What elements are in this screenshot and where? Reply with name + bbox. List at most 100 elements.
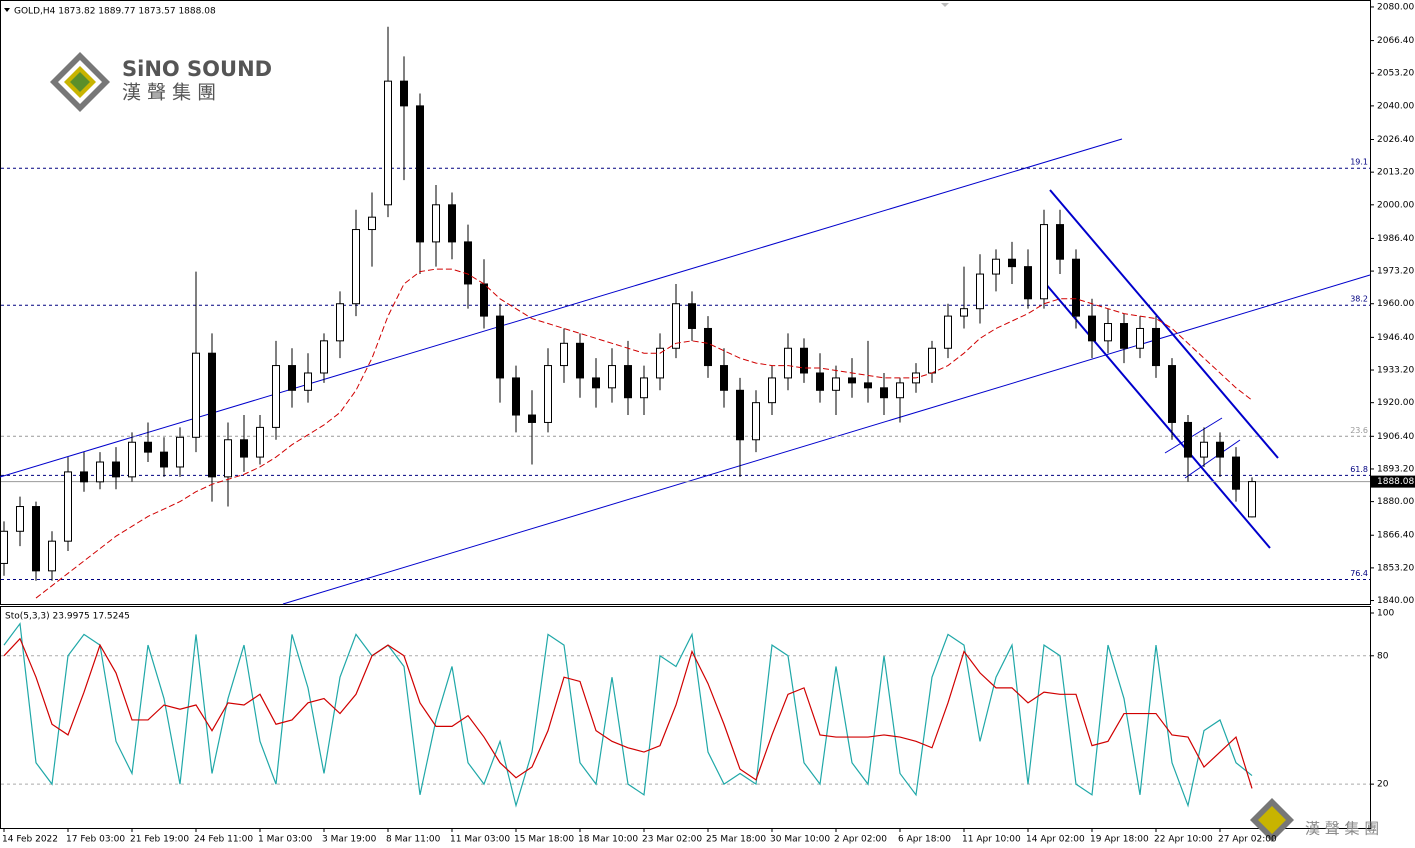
candle-body bbox=[624, 365, 632, 399]
trend-line bbox=[1044, 282, 1271, 549]
candle-body bbox=[848, 377, 856, 384]
moving-average bbox=[35, 268, 1253, 599]
candle-body bbox=[752, 402, 760, 441]
candle-body bbox=[1136, 327, 1144, 349]
candle-body bbox=[416, 105, 424, 243]
candle-body bbox=[928, 347, 936, 374]
candle-body bbox=[720, 365, 728, 391]
x-tick-label: 25 Mar 18:00 bbox=[706, 835, 766, 845]
candle-body bbox=[352, 229, 360, 305]
candle-body bbox=[288, 365, 296, 391]
x-tick-label: 6 Apr 18:00 bbox=[898, 835, 951, 845]
stochastic-line bbox=[3, 622, 1253, 808]
y-tick-label: 2000.00 bbox=[1377, 200, 1414, 210]
candle-body bbox=[640, 377, 648, 399]
candle-body bbox=[880, 387, 888, 399]
y-tick-label: 2026.40 bbox=[1377, 135, 1414, 145]
candle-body bbox=[1056, 224, 1064, 260]
y-tick-label: 1853.20 bbox=[1377, 563, 1414, 573]
level-label: 61.8 bbox=[1350, 465, 1368, 474]
candle-body bbox=[960, 308, 968, 317]
candle-body bbox=[32, 506, 40, 572]
candle-body bbox=[1152, 327, 1160, 367]
logo: SiNO SOUND 漢 聲 集 團 bbox=[50, 52, 272, 112]
candle-body bbox=[480, 283, 488, 317]
x-tick-label: 17 Feb 03:00 bbox=[66, 835, 125, 845]
candle-body bbox=[304, 372, 312, 391]
candle-body bbox=[560, 342, 568, 367]
x-tick-label: 24 Feb 11:00 bbox=[194, 835, 253, 845]
candle-body bbox=[768, 377, 776, 404]
main-frame bbox=[0, 0, 1371, 605]
candle-body bbox=[128, 441, 136, 478]
candle-body bbox=[512, 377, 520, 416]
y-tick-label: 2066.40 bbox=[1377, 36, 1414, 46]
candle-body bbox=[432, 204, 440, 243]
candle-body bbox=[1216, 441, 1224, 458]
candle-body bbox=[688, 303, 696, 329]
candle-body bbox=[240, 439, 248, 458]
candle-body bbox=[592, 377, 600, 389]
x-tick-label: 11 Apr 10:00 bbox=[962, 835, 1021, 845]
stoch-title: Sto(5,3,3) 23.9975 17.5245 bbox=[5, 612, 130, 622]
y-tick-label: 1840.00 bbox=[1377, 596, 1414, 606]
candle-body bbox=[96, 461, 104, 483]
x-tick-label: 14 Apr 02:00 bbox=[1026, 835, 1085, 845]
candle-body bbox=[176, 436, 184, 468]
logo-green bbox=[70, 72, 90, 92]
candle-body bbox=[576, 342, 584, 379]
y-tick-label: 1920.00 bbox=[1377, 398, 1414, 408]
level-label: 23.6 bbox=[1350, 426, 1368, 435]
candle-body bbox=[384, 80, 392, 206]
candle-body bbox=[608, 365, 616, 389]
candle-body bbox=[1200, 441, 1208, 458]
candle-body bbox=[112, 461, 120, 478]
level-label: 38.2 bbox=[1350, 295, 1368, 304]
y-tick-label: 80 bbox=[1377, 651, 1389, 661]
level-label: 19.1 bbox=[1350, 158, 1368, 167]
y-tick-label: 1893.20 bbox=[1377, 464, 1414, 474]
candle-body bbox=[800, 347, 808, 374]
candle-body bbox=[704, 327, 712, 367]
candle-body bbox=[976, 273, 984, 310]
x-tick-label: 3 Mar 19:00 bbox=[322, 835, 377, 845]
level-label: 76.4 bbox=[1350, 569, 1368, 578]
y-tick-label: 1933.20 bbox=[1377, 366, 1414, 376]
candle-body bbox=[160, 451, 168, 468]
candle-body bbox=[464, 241, 472, 285]
candle-body bbox=[208, 352, 216, 478]
x-tick-label: 11 Mar 03:00 bbox=[450, 835, 510, 845]
candle-body bbox=[272, 365, 280, 428]
x-tick-label: 21 Feb 19:00 bbox=[130, 835, 189, 845]
candle-body bbox=[80, 471, 88, 483]
candle-body bbox=[64, 471, 72, 542]
candle-body bbox=[336, 303, 344, 342]
candle-body bbox=[1168, 365, 1176, 423]
candle-body bbox=[896, 382, 904, 399]
trend-line bbox=[282, 274, 1371, 605]
trend-line bbox=[1184, 439, 1241, 479]
watermark-text: 漢 聲 集 團 bbox=[1305, 820, 1379, 838]
trend-line bbox=[1049, 189, 1279, 459]
candle-body bbox=[736, 389, 744, 441]
candle-body bbox=[448, 204, 456, 243]
menu-arrow bbox=[4, 8, 10, 12]
stochastic-line bbox=[3, 637, 1253, 789]
trend-line bbox=[1164, 417, 1223, 454]
candle-body bbox=[784, 347, 792, 379]
chart-title: GOLD,H4 1873.82 1889.77 1873.57 1888.08 bbox=[14, 7, 216, 17]
y-tick-label: 1960.00 bbox=[1377, 299, 1414, 309]
candle-body bbox=[992, 258, 1000, 275]
candle-body bbox=[944, 315, 952, 349]
y-tick-label: 2013.20 bbox=[1377, 168, 1414, 178]
candle-body bbox=[1248, 481, 1256, 518]
x-tick-label: 1 Mar 03:00 bbox=[258, 835, 313, 845]
trend-line bbox=[0, 138, 1123, 478]
trend-lines bbox=[0, 138, 1371, 605]
x-tick-label: 8 Mar 11:00 bbox=[386, 835, 441, 845]
y-tick-label: 2040.00 bbox=[1377, 101, 1414, 111]
candle-body bbox=[656, 347, 664, 379]
candle-body bbox=[320, 340, 328, 374]
candle-body bbox=[48, 540, 56, 572]
